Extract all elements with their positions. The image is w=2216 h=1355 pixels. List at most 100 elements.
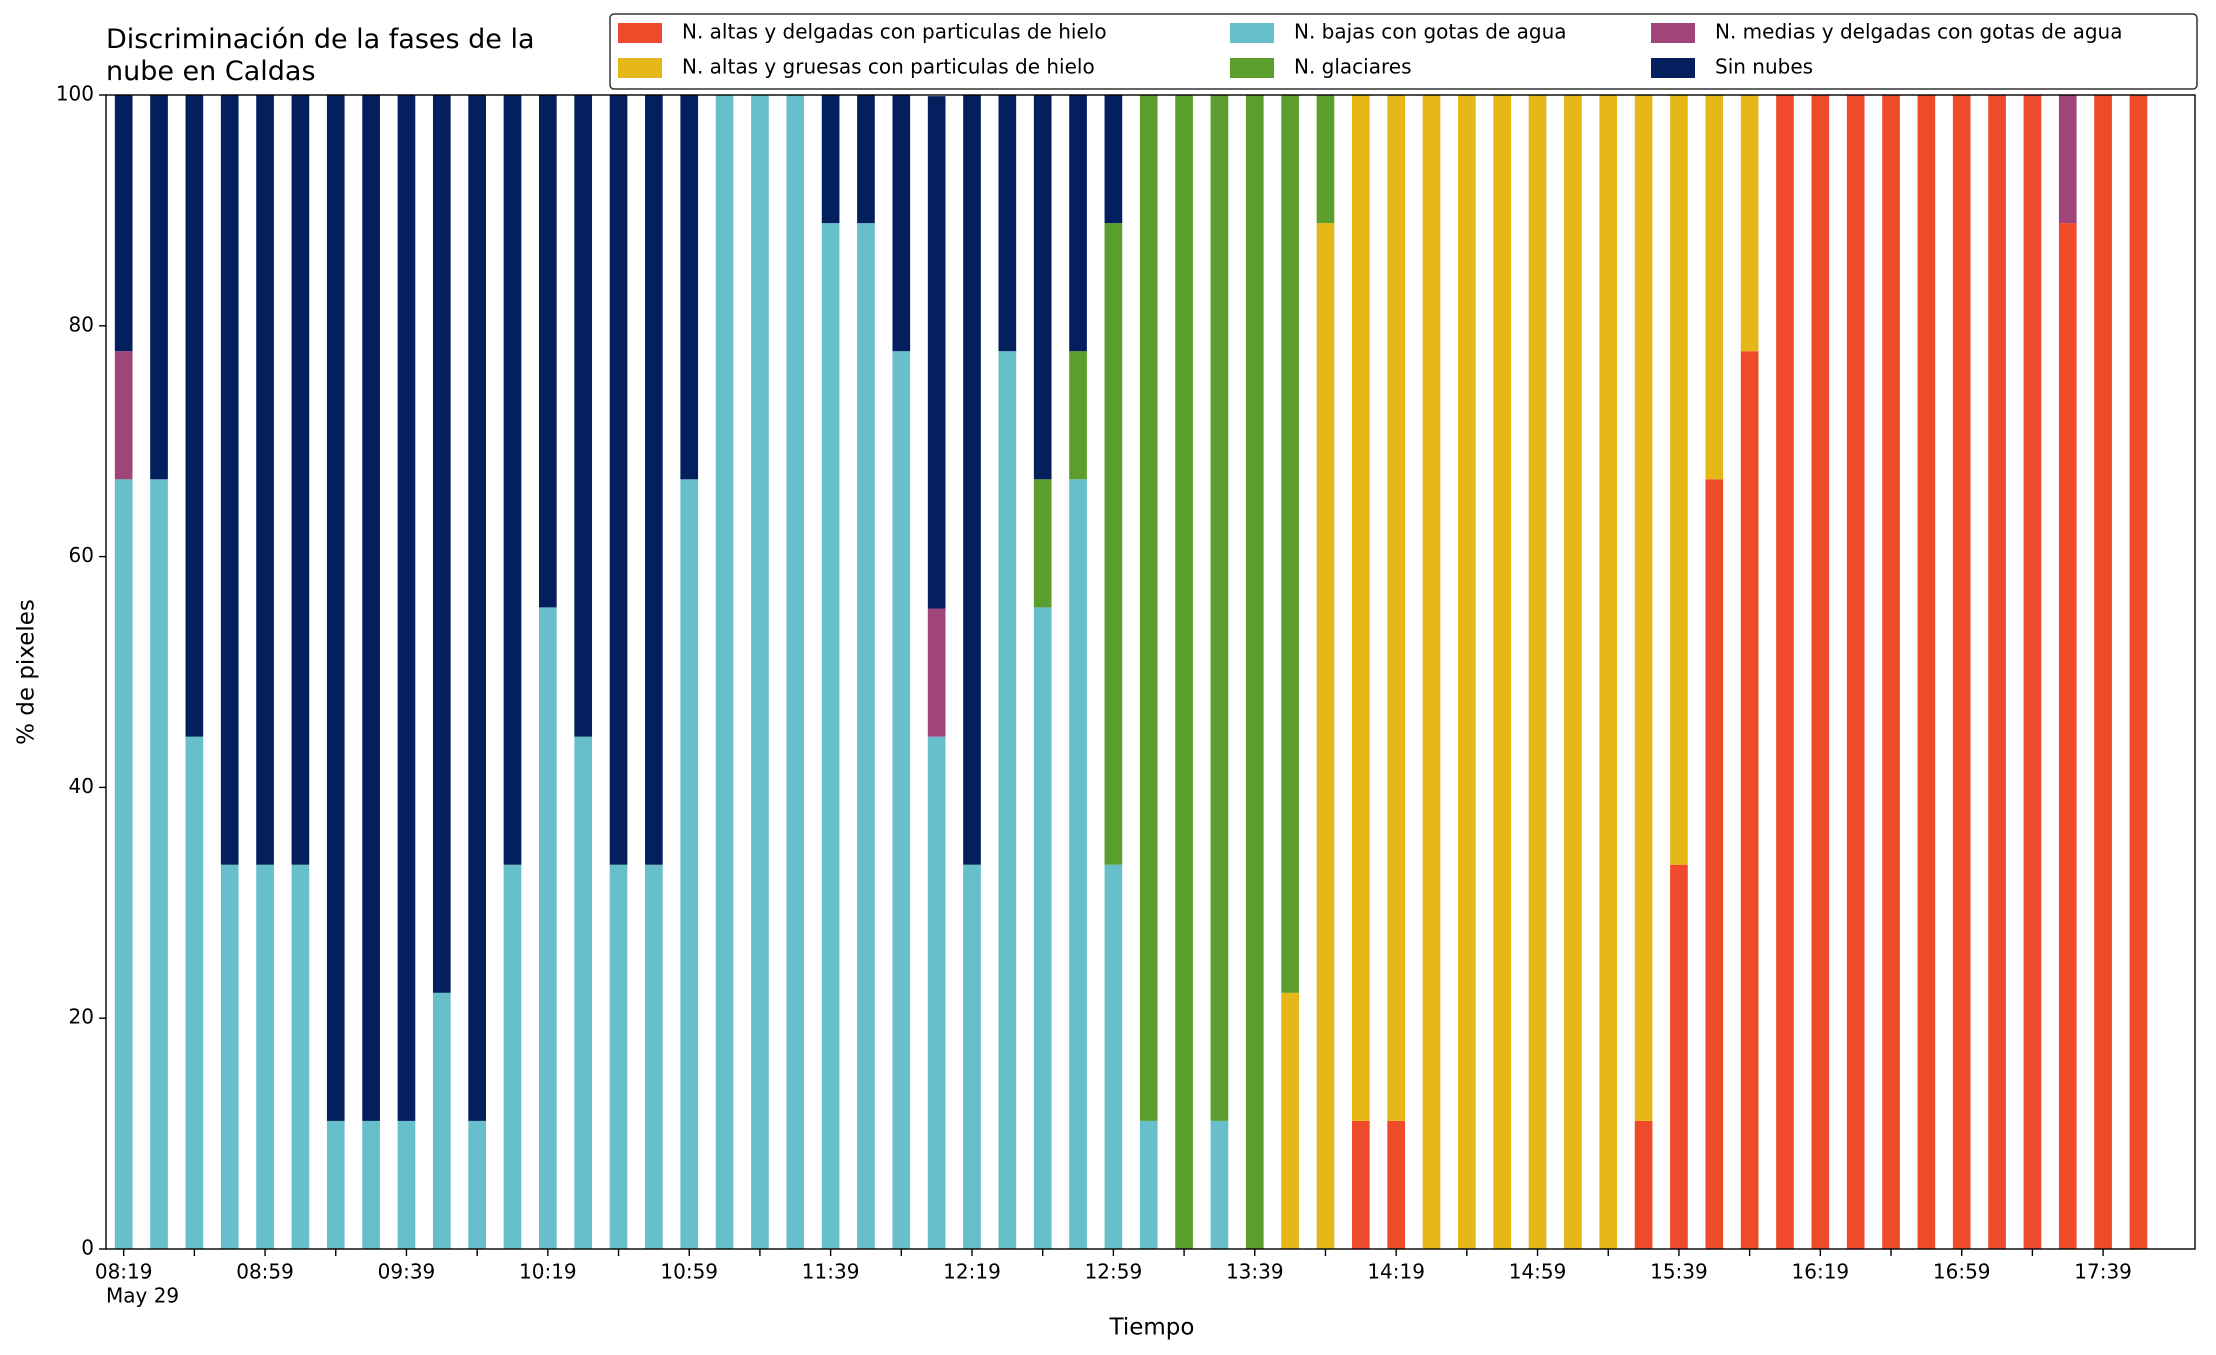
bar-segment xyxy=(1740,351,1759,1249)
legend-label: N. altas y gruesas con particulas de hie… xyxy=(682,55,1095,79)
bar-segment xyxy=(1670,864,1688,1249)
bar-segment xyxy=(291,864,310,1249)
bar-segment xyxy=(1882,95,1900,1249)
bar-segment xyxy=(1139,1120,1158,1249)
y-tick-label: 80 xyxy=(69,312,94,336)
legend xyxy=(609,13,2198,90)
bar-segment xyxy=(1316,95,1335,224)
bar-segment xyxy=(1811,95,1830,1249)
bar-segment xyxy=(927,96,946,609)
bar-segment xyxy=(150,95,168,480)
bar-segment xyxy=(574,736,593,1249)
bar-segment xyxy=(114,351,133,480)
bar-segment xyxy=(821,223,840,1249)
x-tick-label: 12:19 xyxy=(943,1260,1001,1284)
bar-segment xyxy=(715,95,734,1249)
bar-segment xyxy=(2058,223,2077,1249)
bar-segment xyxy=(1104,223,1123,865)
bar-segment xyxy=(256,864,274,1249)
bar-segment xyxy=(362,1120,380,1249)
x-tick-label: 08:59 xyxy=(236,1260,294,1284)
x-tick-label: 09:39 xyxy=(378,1260,436,1284)
chart-title: Discriminación de la fases de la nube en … xyxy=(106,24,535,87)
bar-segment xyxy=(220,95,239,865)
x-tick-label: 11:39 xyxy=(802,1260,860,1284)
bar-segment xyxy=(857,223,875,1249)
legend-swatch xyxy=(618,58,662,78)
y-tick-label: 60 xyxy=(69,543,94,567)
bar-segment xyxy=(680,479,699,1250)
bar-segment xyxy=(963,864,981,1249)
bar-segment xyxy=(1988,95,2006,1249)
bar-segment xyxy=(2058,95,2077,224)
bar-segment xyxy=(538,607,557,1249)
bar-segment xyxy=(2023,95,2042,1249)
legend-label: Sin nubes xyxy=(1715,55,1813,79)
legend-label: N. medias y delgadas con gotas de agua xyxy=(1715,20,2123,44)
bar-segment xyxy=(503,864,522,1249)
bar-segment xyxy=(1351,1120,1370,1249)
bar-segment xyxy=(1069,95,1087,352)
bar-segment xyxy=(1634,95,1653,1121)
bar-segment xyxy=(397,1120,416,1249)
x-tick-label: 16:59 xyxy=(1933,1260,1991,1284)
bar-segment xyxy=(1705,479,1724,1250)
bar-segment xyxy=(857,95,875,224)
x-tick-label: 17:39 xyxy=(2074,1260,2132,1284)
bar-segment xyxy=(1210,1120,1229,1249)
bar-segment xyxy=(2094,95,2112,1249)
x-tick-label: 08:19 xyxy=(95,1260,153,1284)
bar-segment xyxy=(1846,95,1865,1249)
bar-segment xyxy=(786,95,805,1249)
bar-segment xyxy=(185,95,204,737)
bar-segment xyxy=(1493,95,1512,1249)
bar-segment xyxy=(1175,95,1193,1249)
bar-segment xyxy=(927,736,946,1249)
bar-segment xyxy=(2129,95,2148,1249)
legend-swatch xyxy=(1651,23,1695,43)
bar-segment xyxy=(1599,95,1618,1249)
bar-segment xyxy=(1139,95,1158,1121)
y-axis-label: % de pixeles xyxy=(14,599,40,745)
x-axis-label: Tiempo xyxy=(1109,1315,1195,1341)
bar-segment xyxy=(574,95,593,737)
bar-segment xyxy=(1104,95,1123,224)
bar-segment xyxy=(1210,95,1229,1121)
bar-segment xyxy=(998,351,1017,1249)
bar-segment xyxy=(609,864,628,1249)
bar-segment xyxy=(998,95,1017,352)
x-tick-label: 15:39 xyxy=(1650,1260,1708,1284)
bar-segment xyxy=(645,864,663,1249)
bar-segment xyxy=(645,95,663,865)
bar-segment xyxy=(220,864,239,1249)
bar-segment xyxy=(1952,95,1971,1249)
x-tick-label: 10:19 xyxy=(519,1260,577,1284)
bar-segment xyxy=(432,992,451,1249)
legend-label: N. bajas con gotas de agua xyxy=(1294,20,1567,44)
bar-segment xyxy=(1670,95,1688,865)
bar-segment xyxy=(1917,95,1936,1249)
bar-segment xyxy=(1387,1120,1405,1249)
bar-segment xyxy=(397,95,416,1121)
x-tick-label: 16:19 xyxy=(1792,1260,1850,1284)
bar-segment xyxy=(821,95,840,224)
legend-swatch xyxy=(1230,58,1274,78)
bar-segment xyxy=(1281,95,1299,993)
x-tick-label: 13:39 xyxy=(1226,1260,1284,1284)
x-tick-label: 10:59 xyxy=(660,1260,718,1284)
legend-swatch xyxy=(1230,23,1274,43)
x-tick-label: 14:59 xyxy=(1509,1260,1567,1284)
bar-segment xyxy=(1033,95,1052,480)
bar-segment xyxy=(1351,95,1370,1121)
bar-segment xyxy=(1033,479,1052,608)
bar-segment xyxy=(1705,95,1724,480)
x-tick-label: 14:19 xyxy=(1367,1260,1425,1284)
bar-segment xyxy=(1634,1120,1653,1249)
bar-segment xyxy=(1316,223,1335,1249)
bar-segment xyxy=(114,479,133,1250)
bar-segment xyxy=(927,608,946,737)
bar-segment xyxy=(468,95,486,1121)
legend-label: N. altas y delgadas con particulas de hi… xyxy=(682,20,1107,44)
y-tick-label: 0 xyxy=(81,1236,94,1260)
